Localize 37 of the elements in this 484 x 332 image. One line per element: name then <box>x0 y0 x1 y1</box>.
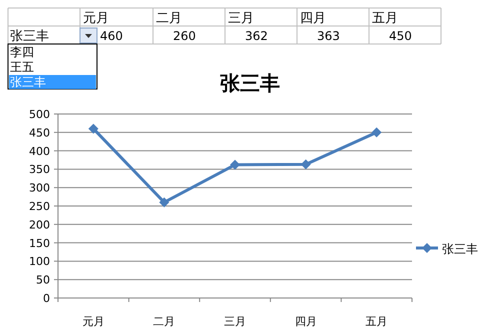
y-tick-label: 0 <box>43 292 50 305</box>
category-label: 二月 <box>156 11 182 26</box>
category-label: 四月 <box>300 11 326 26</box>
point <box>230 160 240 170</box>
y-tick-label: 200 <box>29 218 50 232</box>
data-label: 362 <box>245 29 268 43</box>
y-tick-label: 250 <box>29 200 50 213</box>
legend-label: 张三丰 <box>442 242 478 256</box>
x-tick-label: 元月 <box>82 315 104 328</box>
y-tick-label: 350 <box>29 163 50 176</box>
chart-title: 张三丰 <box>220 71 280 95</box>
data-label: 460 <box>100 29 123 43</box>
data-label: 450 <box>389 29 412 43</box>
x-tick-label: 四月 <box>294 315 317 328</box>
data-label: 260 <box>173 29 196 43</box>
data-label: 363 <box>317 29 340 43</box>
category-label: 五月 <box>372 11 398 26</box>
point <box>372 127 382 138</box>
category-label: 三月 <box>228 11 254 26</box>
y-tick-label: 500 <box>29 108 50 121</box>
legend-label: 张三丰 <box>10 29 49 44</box>
x-tick-label: 三月 <box>224 315 246 328</box>
text: 王五 <box>10 60 34 74</box>
y-tick-label: 50 <box>36 274 50 287</box>
y-tick-label: 150 <box>29 236 50 250</box>
point <box>88 124 98 134</box>
category-label: 元月 <box>83 11 109 26</box>
y-tick-label: 450 <box>29 126 50 140</box>
y-tick-label: 300 <box>29 182 50 195</box>
x-tick-label: 二月 <box>153 315 176 328</box>
text: 张三丰 <box>10 75 46 89</box>
y-tick-label: 100 <box>29 255 50 268</box>
point <box>300 159 311 170</box>
point <box>159 197 170 208</box>
x-tick-label: 五月 <box>366 315 388 328</box>
y-tick-label: 400 <box>29 144 50 158</box>
text: 李四 <box>10 45 34 59</box>
